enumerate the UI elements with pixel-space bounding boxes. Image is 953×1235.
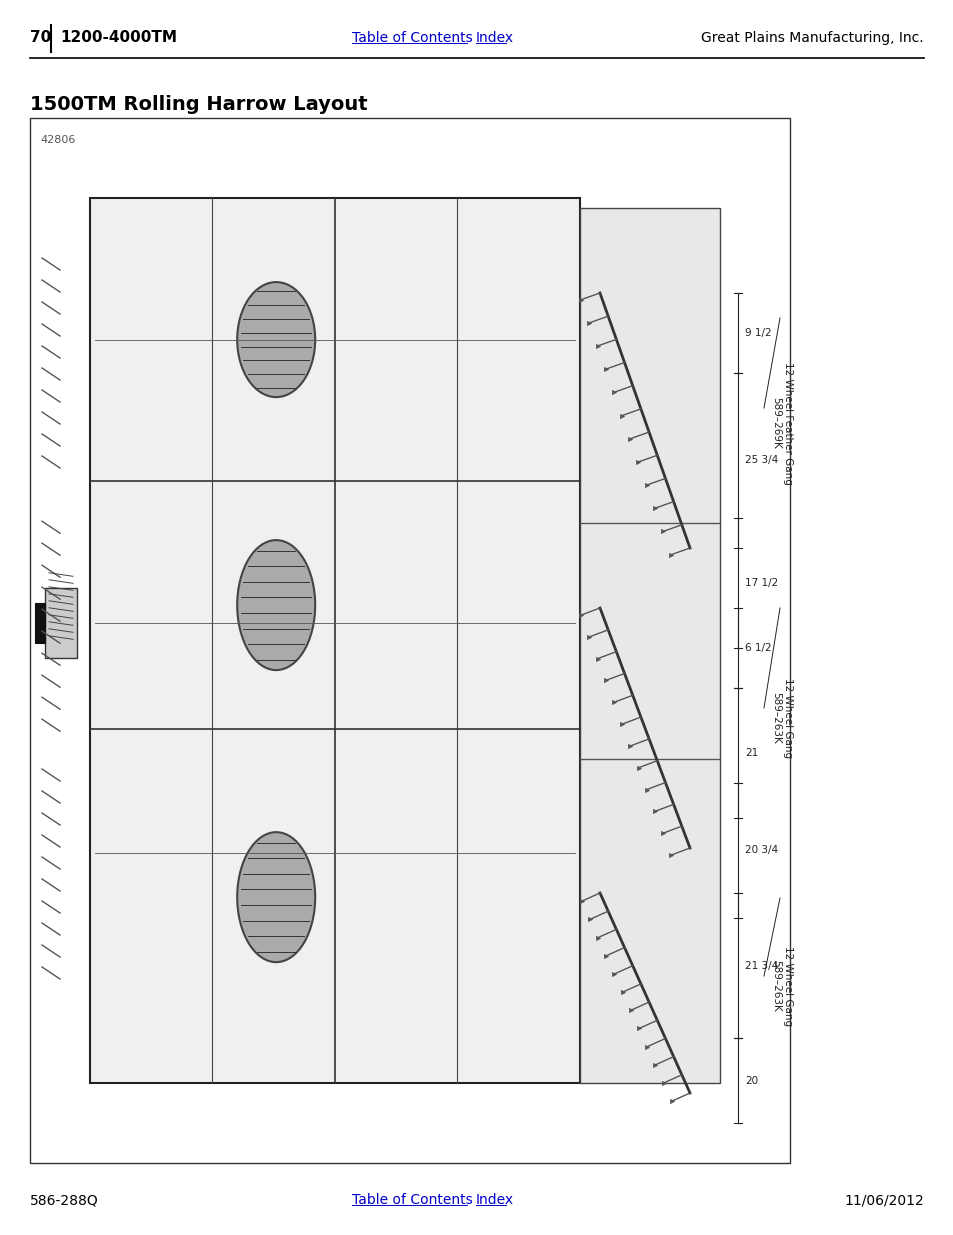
Text: 1500TM Rolling Harrow Layout: 1500TM Rolling Harrow Layout [30,95,367,115]
Text: 17 1/2: 17 1/2 [744,578,778,588]
Text: 1200-4000TM: 1200-4000TM [60,31,177,46]
Ellipse shape [237,832,314,962]
Text: 25 3/4: 25 3/4 [744,456,778,466]
Bar [90,198,579,1083]
Ellipse shape [237,540,314,671]
Bar [35,603,45,642]
Text: Table of Contents: Table of Contents [352,31,473,44]
Text: Great Plains Manufacturing, Inc.: Great Plains Manufacturing, Inc. [700,31,923,44]
Text: 12 Wheel Feather Gang
589–269K: 12 Wheel Feather Gang 589–269K [770,362,792,484]
Text: 11/06/2012: 11/06/2012 [843,1193,923,1207]
Bar [45,588,77,658]
Ellipse shape [237,282,314,398]
Text: Index: Index [476,1193,514,1207]
Text: 20 3/4: 20 3/4 [744,846,778,856]
Text: 12 Wheel Gang
589–263K: 12 Wheel Gang 589–263K [770,678,792,758]
Text: 21 3/4: 21 3/4 [744,961,778,971]
Bar [30,119,789,1163]
Text: 586-288Q: 586-288Q [30,1193,99,1207]
Text: 20: 20 [744,1076,758,1086]
Text: 6 1/2: 6 1/2 [744,643,771,653]
Text: 9 1/2: 9 1/2 [744,329,771,338]
Text: 12 Wheel Gang
589–263K: 12 Wheel Gang 589–263K [770,946,792,1026]
Text: 21: 21 [744,748,758,758]
Text: Index: Index [476,31,514,44]
Text: 42806: 42806 [40,135,75,144]
Bar [579,207,720,1083]
Text: 70: 70 [30,31,51,46]
Text: Table of Contents: Table of Contents [352,1193,473,1207]
